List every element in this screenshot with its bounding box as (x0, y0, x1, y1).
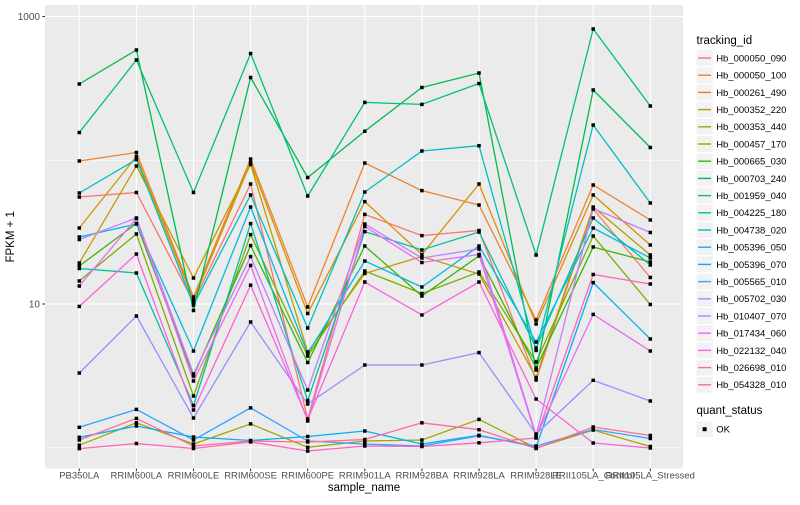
svg-text:RRIM600LE: RRIM600LE (168, 471, 220, 482)
svg-text:Hb_000665_030: Hb_000665_030 (716, 157, 786, 168)
svg-text:Hb_000050_090: Hb_000050_090 (716, 53, 786, 64)
svg-text:sample_name: sample_name (328, 482, 400, 494)
svg-text:Hb_054328_010: Hb_054328_010 (716, 380, 786, 391)
svg-text:Hb_000457_170: Hb_000457_170 (716, 139, 786, 150)
svg-text:Hb_000353_440: Hb_000353_440 (716, 122, 786, 133)
svg-text:Hb_000703_240: Hb_000703_240 (716, 174, 786, 185)
svg-text:1000: 1000 (18, 12, 41, 23)
svg-text:Hb_004225_180: Hb_004225_180 (716, 208, 786, 219)
svg-text:PB350LA: PB350LA (59, 471, 100, 482)
svg-text:Hb_000352_220: Hb_000352_220 (716, 105, 786, 116)
svg-text:RRIM928LA: RRIM928LA (453, 471, 505, 482)
svg-text:RRIM600PE: RRIM600PE (281, 471, 334, 482)
svg-text:RRIM901LA: RRIM901LA (339, 471, 391, 482)
svg-text:Hb_017434_060: Hb_017434_060 (716, 329, 786, 340)
svg-text:Hb_005396_050: Hb_005396_050 (716, 243, 786, 254)
svg-text:RRIM928BA: RRIM928BA (395, 471, 448, 482)
svg-text:Hb_005396_070: Hb_005396_070 (716, 260, 786, 271)
svg-text:OK: OK (716, 425, 730, 436)
svg-text:RRII105LA_Stressed: RRII105LA_Stressed (606, 471, 695, 482)
svg-text:Hb_001959_040: Hb_001959_040 (716, 191, 786, 202)
svg-text:Hb_022132_040: Hb_022132_040 (716, 346, 786, 357)
svg-text:RRIM600SE: RRIM600SE (224, 471, 277, 482)
svg-text:Hb_000261_490: Hb_000261_490 (716, 88, 786, 99)
svg-text:Hb_000050_100: Hb_000050_100 (716, 71, 786, 82)
svg-text:FPKM + 1: FPKM + 1 (5, 211, 17, 262)
svg-text:Hb_010407_070: Hb_010407_070 (716, 311, 786, 322)
svg-text:RRIM928LE: RRIM928LE (510, 471, 562, 482)
svg-text:Hb_005702_030: Hb_005702_030 (716, 294, 786, 305)
svg-text:quant_status: quant_status (697, 405, 763, 417)
svg-text:RRIM600LA: RRIM600LA (111, 471, 163, 482)
svg-text:tracking_id: tracking_id (697, 35, 753, 47)
svg-text:Hb_004738_020: Hb_004738_020 (716, 225, 786, 236)
svg-text:RRII105LA_Control: RRII105LA_Control (552, 471, 634, 482)
svg-text:Hb_026698_010: Hb_026698_010 (716, 363, 786, 374)
svg-text:10: 10 (29, 300, 41, 311)
svg-text:Hb_005565_010: Hb_005565_010 (716, 277, 786, 288)
